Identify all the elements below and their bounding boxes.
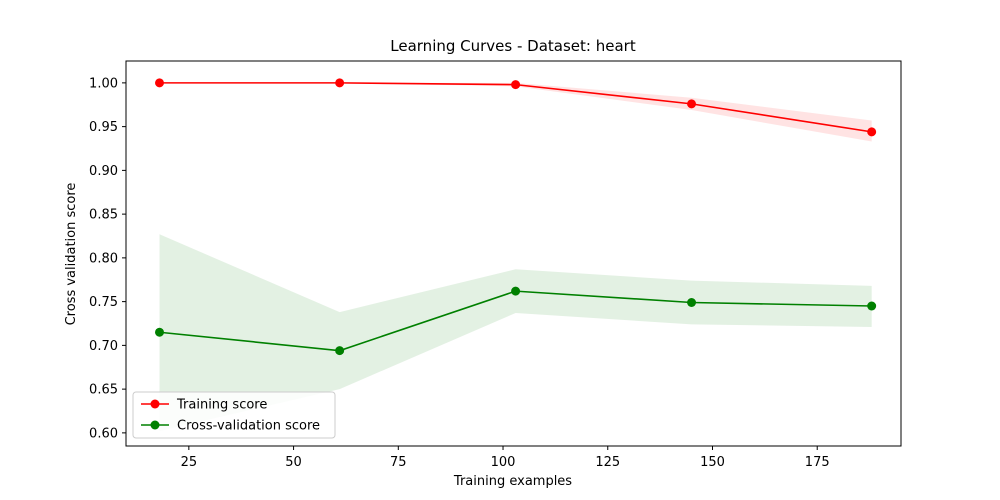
y-tick-label: 1.00: [89, 76, 118, 91]
x-tick-label: 50: [285, 455, 302, 470]
y-tick-label: 0.75: [89, 295, 118, 310]
cross-validation-score-band: [159, 234, 872, 432]
training-score-legend-marker: [150, 399, 160, 409]
training-score-band: [159, 82, 872, 142]
x-tick-label: 175: [805, 455, 830, 470]
training-score-point: [867, 127, 877, 137]
training-score-point: [511, 80, 521, 90]
cross-validation-score-point: [687, 298, 697, 307]
cross-validation-score-legend-marker: [150, 420, 160, 430]
plot-area-frame: [125, 60, 902, 447]
y-tick-label: 0.70: [89, 339, 118, 354]
legend-box: [132, 391, 336, 439]
y-tick-label: 0.65: [89, 383, 118, 398]
series-markers: [155, 78, 877, 356]
x-tick-label: 100: [491, 455, 516, 470]
confidence-bands: [159, 82, 872, 432]
cross-validation-score-legend-label: Cross-validation score: [177, 419, 320, 434]
y-axis-title: Cross validation score: [64, 183, 79, 326]
y-tick-label: 0.60: [89, 426, 118, 441]
x-tick-label: 75: [390, 455, 407, 470]
x-tick-label: 125: [595, 455, 620, 470]
y-tick-label: 0.95: [89, 120, 118, 135]
legend: Training score Cross-validation score: [132, 391, 336, 439]
training-score-point: [155, 78, 165, 88]
x-tick-label: 150: [700, 455, 725, 470]
y-axis-ticks: 0.60 0.65 0.70 0.75 0.80 0.85 0.90 0.95 1.00: [89, 76, 126, 441]
cross-validation-score-point: [867, 301, 877, 311]
y-tick-label: 0.80: [89, 251, 118, 266]
x-axis-title: Training examples: [453, 474, 572, 489]
cross-validation-score-point: [511, 286, 521, 296]
y-tick-label: 0.85: [89, 208, 118, 223]
training-score-point: [335, 78, 345, 88]
chart-title: Learning Curves - Dataset: heart: [390, 37, 636, 55]
x-axis-ticks: 25 50 75 100 125 150 175: [181, 446, 830, 470]
cross-validation-score-point: [155, 327, 165, 337]
training-score-legend-label: Training score: [176, 398, 267, 413]
training-score-point: [687, 99, 697, 109]
cross-validation-score-point: [335, 346, 345, 356]
x-tick-label: 25: [181, 455, 198, 470]
y-tick-label: 0.90: [89, 164, 118, 179]
